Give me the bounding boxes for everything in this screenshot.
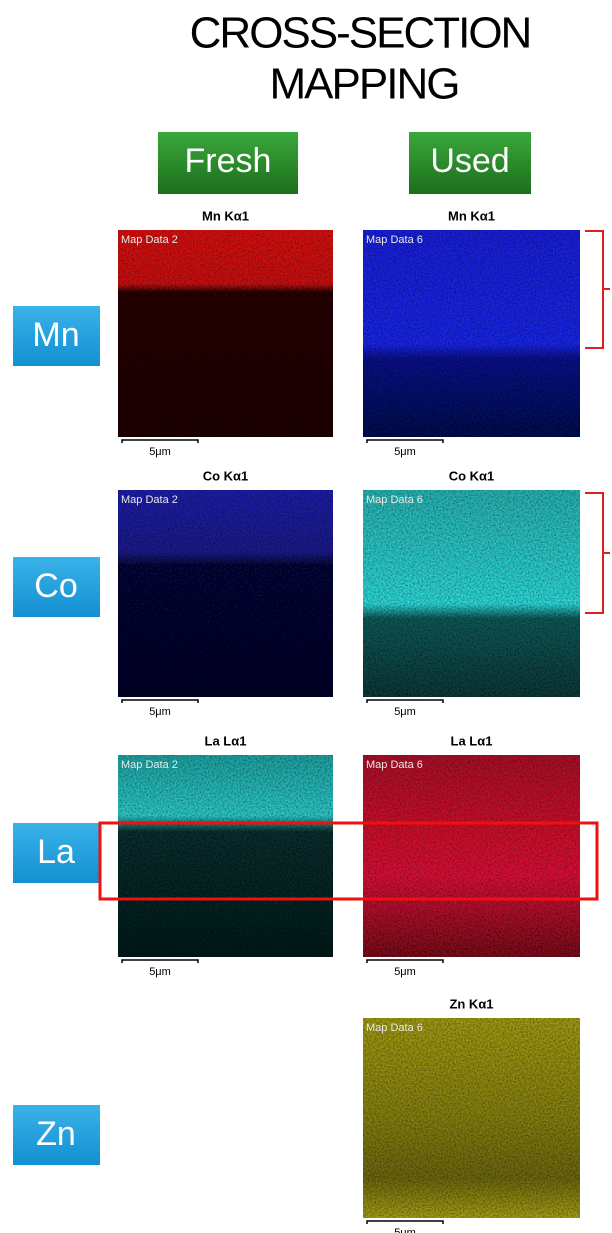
scale-bar: [367, 1221, 443, 1224]
map-image: [118, 230, 333, 437]
map-title: Mn Kα1: [448, 208, 495, 223]
scale-label: 5μm: [394, 706, 416, 718]
map-title: Mn Kα1: [202, 208, 249, 223]
scale-label: 5μm: [149, 966, 171, 978]
scale-bar: [367, 440, 443, 443]
scale-label: 5μm: [394, 1227, 416, 1233]
map-label: Map Data 6: [366, 494, 423, 506]
map-label: Map Data 6: [366, 759, 423, 771]
scale-bar: [367, 700, 443, 703]
scale-bar: [122, 440, 198, 443]
map-title: Co Kα1: [449, 468, 495, 483]
title: CROSS-SECTION: [190, 9, 531, 58]
map-image: [118, 490, 333, 697]
scale-label: 5μm: [149, 446, 171, 458]
map-label: Map Data 6: [366, 1022, 423, 1034]
title: MAPPING: [270, 60, 459, 109]
scale-label: 5μm: [394, 966, 416, 978]
map-label: Map Data 2: [121, 759, 178, 771]
map-image: [363, 755, 580, 957]
map-label: Map Data 6: [366, 234, 423, 246]
bracket: [585, 493, 610, 613]
row-label: La: [37, 833, 75, 871]
scale-bar: [122, 700, 198, 703]
figure: CROSS-SECTION MAPPING Fresh Used Mn Mn Kα…: [0, 0, 612, 1233]
map-image: [363, 490, 580, 697]
map-title: La Lα1: [451, 733, 493, 748]
row-label: Mn: [32, 316, 79, 354]
map-title: Co Kα1: [203, 468, 249, 483]
map-image: [118, 755, 333, 957]
scale-bar: [367, 960, 443, 963]
column-header: Fresh: [185, 142, 272, 180]
bracket: [585, 231, 610, 348]
map-title: Zn Kα1: [449, 996, 493, 1011]
row-label: Co: [34, 567, 77, 605]
map-label: Map Data 2: [121, 234, 178, 246]
map-label: Map Data 2: [121, 494, 178, 506]
scale-label: 5μm: [149, 706, 171, 718]
map-title: La Lα1: [205, 733, 247, 748]
map-image: [363, 1018, 580, 1218]
column-header: Used: [430, 142, 509, 180]
row-label: Zn: [36, 1115, 76, 1153]
scale-bar: [122, 960, 198, 963]
scale-label: 5μm: [394, 446, 416, 458]
map-image: [363, 230, 580, 437]
